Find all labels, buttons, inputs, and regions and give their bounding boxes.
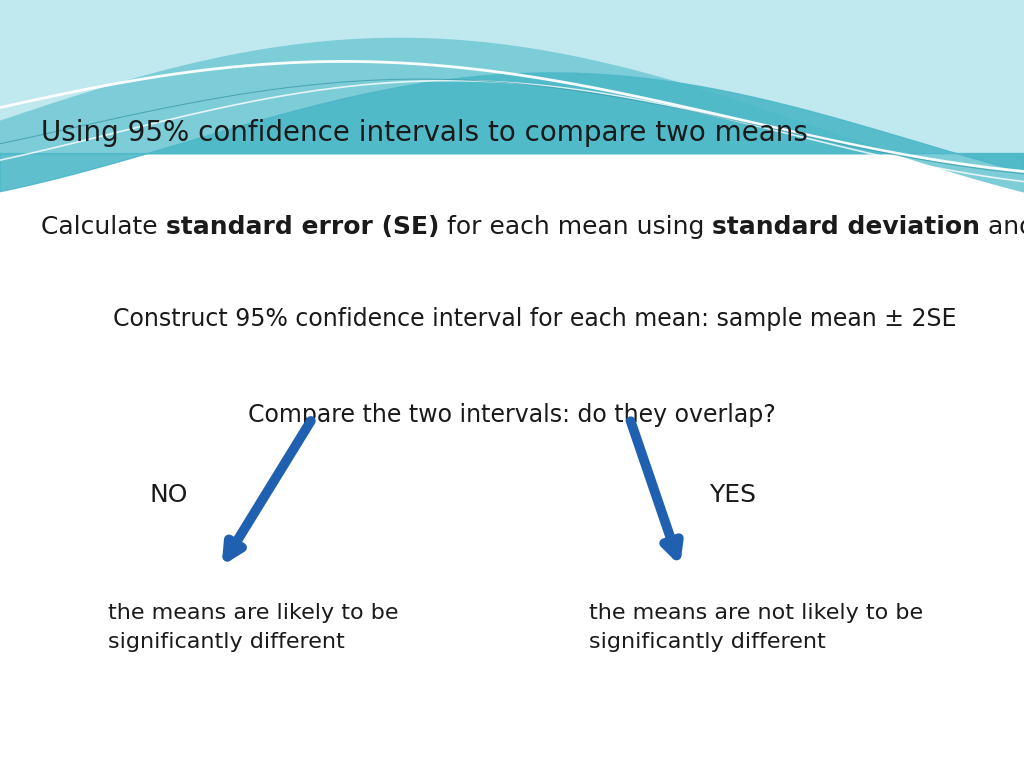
Text: the means are likely to be
significantly different: the means are likely to be significantly… bbox=[108, 603, 398, 653]
Text: Using 95% confidence intervals to compare two means: Using 95% confidence intervals to compar… bbox=[41, 119, 808, 147]
Text: standard deviation: standard deviation bbox=[713, 215, 980, 239]
Text: and: and bbox=[980, 215, 1024, 239]
Text: Compare the two intervals: do they overlap?: Compare the two intervals: do they overl… bbox=[248, 403, 776, 427]
Text: NO: NO bbox=[150, 483, 188, 508]
Text: YES: YES bbox=[709, 483, 756, 508]
Text: Calculate: Calculate bbox=[41, 215, 166, 239]
Text: standard error (SE): standard error (SE) bbox=[166, 215, 439, 239]
Bar bbox=[0, 123, 1024, 768]
Bar bbox=[0, 0, 1024, 154]
Text: the means are not likely to be
significantly different: the means are not likely to be significa… bbox=[589, 603, 923, 653]
Text: for each mean using: for each mean using bbox=[439, 215, 713, 239]
Text: Construct 95% confidence interval for each mean: sample mean ± 2SE: Construct 95% confidence interval for ea… bbox=[113, 307, 956, 331]
